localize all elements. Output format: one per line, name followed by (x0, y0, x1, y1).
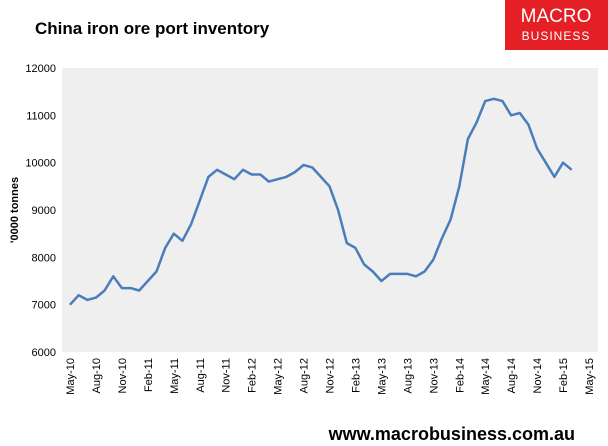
x-tick-label: Feb-14 (454, 358, 466, 393)
y-tick-label: 8000 (32, 252, 56, 264)
plot-area (62, 68, 598, 352)
x-tick-label: May-11 (169, 358, 181, 394)
x-tick-label: May-14 (480, 358, 492, 395)
x-tick-label: May-15 (584, 358, 596, 395)
x-tick-label: Feb-12 (247, 358, 259, 393)
x-tick-label: Feb-13 (350, 358, 362, 393)
x-tick-label: May-13 (376, 358, 388, 395)
x-tick-label: Nov-10 (117, 358, 129, 393)
x-tick-label: Aug-13 (402, 358, 414, 393)
data-line (69, 97, 573, 306)
x-tick-label: Feb-15 (558, 358, 570, 393)
x-tick-label: Nov-12 (325, 358, 337, 393)
x-tick-label: Feb-11 (143, 358, 155, 392)
x-tick-label: May-12 (273, 358, 285, 395)
x-tick-label: Aug-11 (195, 358, 207, 393)
logo-text: MACRO (521, 6, 592, 27)
y-tick-label: 12000 (25, 63, 56, 75)
y-tick-label: 11000 (26, 110, 56, 122)
x-tick-label: Nov-14 (532, 358, 544, 393)
footer-url: www.macrobusiness.com.au (328, 424, 575, 444)
y-tick-label: 6000 (32, 347, 56, 359)
y-axis-label: '0000 tonnes (9, 177, 21, 243)
logo-text: BUSINESS (522, 29, 591, 43)
y-tick-label: 9000 (32, 205, 56, 217)
y-tick-label: 7000 (32, 300, 56, 312)
chart-title: China iron ore port inventory (35, 19, 270, 38)
x-tick-label: Aug-12 (299, 358, 311, 393)
y-tick-label: 10000 (25, 158, 56, 170)
x-tick-label: Nov-11 (221, 358, 233, 393)
x-tick-label: May-10 (65, 358, 77, 395)
x-tick-label: Aug-10 (91, 358, 103, 393)
x-tick-label: Aug-14 (506, 358, 518, 393)
x-tick-label: Nov-13 (428, 358, 440, 393)
logo-box (505, 0, 608, 50)
